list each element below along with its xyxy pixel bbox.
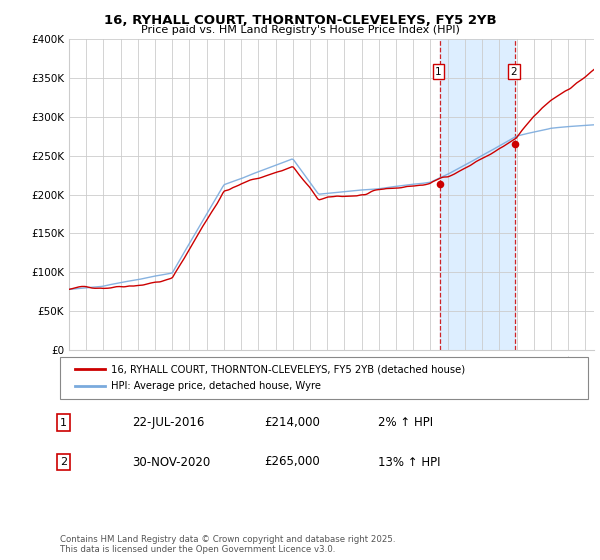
Text: £214,000: £214,000 [264, 416, 320, 430]
Text: 2: 2 [511, 67, 517, 77]
Text: 22-JUL-2016: 22-JUL-2016 [132, 416, 205, 430]
Text: 2% ↑ HPI: 2% ↑ HPI [378, 416, 433, 430]
Text: £265,000: £265,000 [264, 455, 320, 469]
Text: HPI: Average price, detached house, Wyre: HPI: Average price, detached house, Wyre [111, 381, 321, 391]
Bar [440, 39, 515, 350]
Text: Contains HM Land Registry data © Crown copyright and database right 2025.
This d: Contains HM Land Registry data © Crown c… [60, 535, 395, 554]
Text: 16, RYHALL COURT, THORNTON-CLEVELEYS, FY5 2YB (detached house): 16, RYHALL COURT, THORNTON-CLEVELEYS, FY… [111, 365, 465, 374]
Text: 30-NOV-2020: 30-NOV-2020 [132, 455, 210, 469]
Text: 13% ↑ HPI: 13% ↑ HPI [378, 455, 440, 469]
Text: Price paid vs. HM Land Registry's House Price Index (HPI): Price paid vs. HM Land Registry's House … [140, 25, 460, 35]
Point [435, 179, 445, 188]
Text: 2: 2 [60, 457, 67, 467]
Text: 16, RYHALL COURT, THORNTON-CLEVELEYS, FY5 2YB: 16, RYHALL COURT, THORNTON-CLEVELEYS, FY… [104, 14, 496, 27]
Point [511, 139, 520, 148]
Text: 1: 1 [60, 418, 67, 428]
Text: 1: 1 [435, 67, 442, 77]
